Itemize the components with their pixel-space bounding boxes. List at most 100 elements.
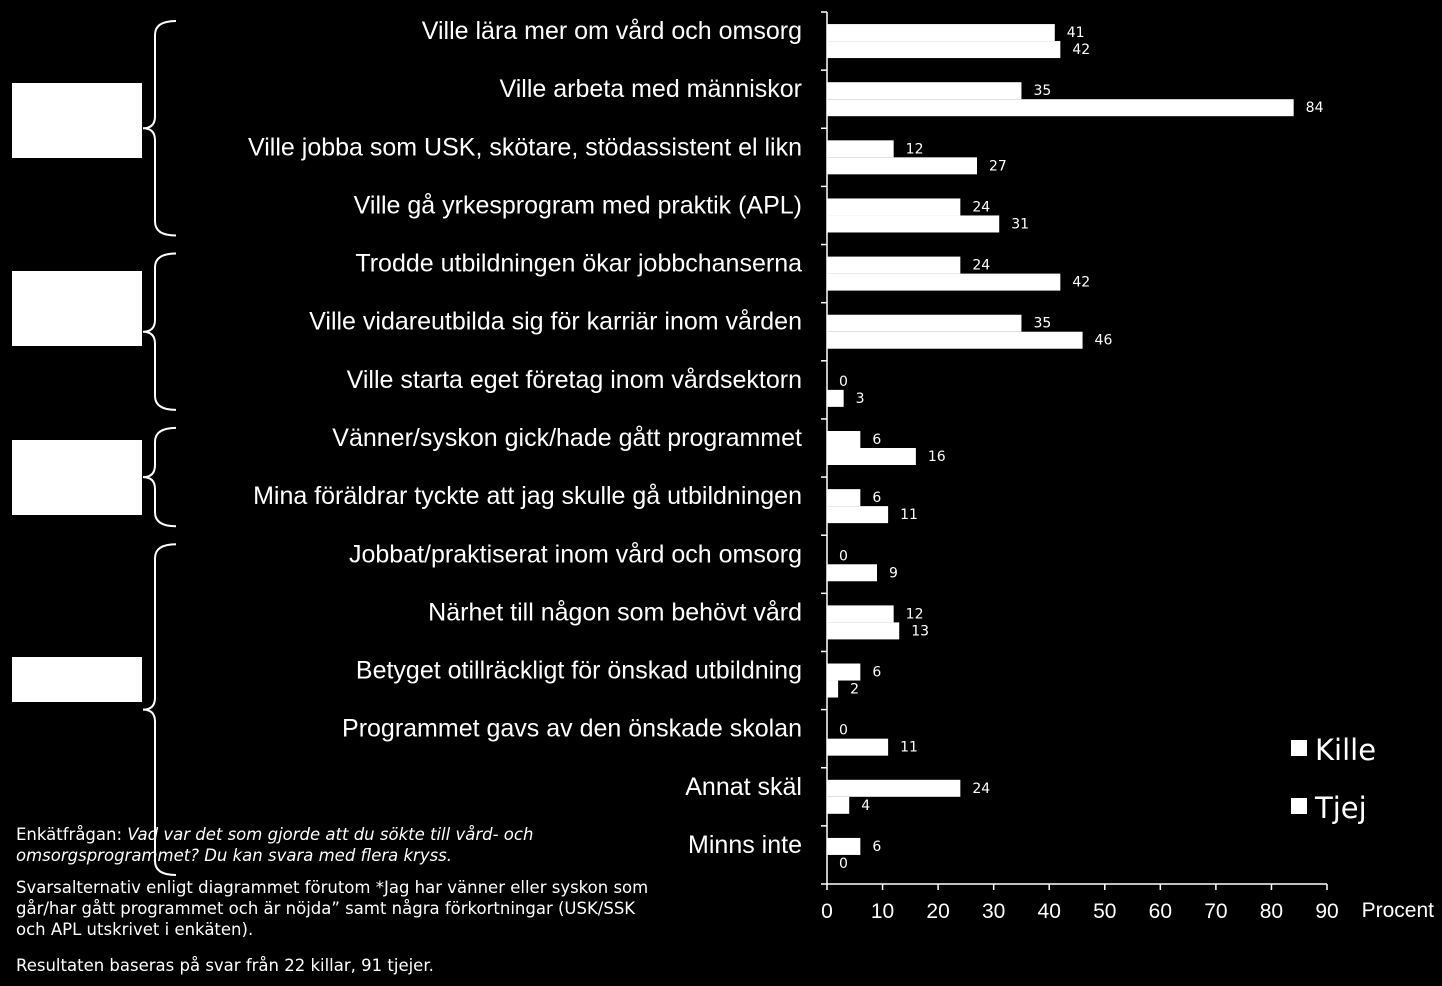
- bar-kille: [827, 82, 1022, 100]
- category-label: Mina föräldrar tyckte att jag skulle gå …: [253, 482, 802, 510]
- x-tick-label: 60: [1149, 900, 1172, 923]
- bar-kille: [827, 256, 961, 274]
- data-label-tjej: 46: [1095, 333, 1113, 349]
- category-label: Annat skäl: [685, 773, 802, 801]
- x-axis-title: Procent: [1362, 899, 1435, 922]
- category-label: Ville jobba som USK, skötare, stödassist…: [248, 133, 802, 161]
- bar-tjej: [827, 738, 889, 756]
- data-label-tjej: 27: [989, 158, 1007, 174]
- bar-kille: [827, 837, 861, 855]
- basis-note: Resultaten baseras på svar från 22 killa…: [16, 956, 434, 975]
- data-label-tjej: 4: [861, 798, 870, 814]
- data-label-tjej: 11: [900, 740, 918, 756]
- category-label: Vänner/syskon gick/hade gått programmet: [332, 424, 802, 452]
- bar-kille: [827, 663, 861, 681]
- data-label-kille: 6: [872, 839, 881, 855]
- data-label-tjej: 16: [928, 449, 946, 465]
- bar-tjej: [827, 157, 977, 175]
- data-label-kille: 24: [972, 258, 990, 274]
- bar-tjej: [827, 622, 900, 640]
- legend-label-tjej: Tjej: [1314, 791, 1367, 825]
- category-label: Trodde utbildningen ökar jobbchanserna: [355, 250, 802, 278]
- data-label-kille: 0: [839, 548, 848, 564]
- data-label-kille: 0: [839, 374, 848, 390]
- data-label-tjej: 42: [1072, 275, 1090, 291]
- question-prefix: Enkätfrågan:: [16, 825, 128, 844]
- category-label: Ville vidareutbilda sig för karriär inom…: [309, 308, 802, 336]
- bar-kille: [827, 431, 861, 448]
- data-label-kille: 35: [1033, 316, 1051, 332]
- bar-tjej: [827, 506, 889, 524]
- bar-tjej: [827, 331, 1083, 349]
- data-label-kille: 12: [906, 606, 924, 622]
- data-label-tjej: 9: [889, 565, 898, 581]
- survey-question-note: Enkätfrågan: Vad var det som gjorde att …: [16, 824, 656, 866]
- bar-kille: [827, 605, 894, 623]
- bar-tjej: [827, 273, 1061, 291]
- legend-swatch-tjej: [1291, 798, 1307, 814]
- data-label-tjej: 31: [1011, 216, 1029, 232]
- bar-kille: [827, 314, 1022, 332]
- bar-tjej: [827, 41, 1061, 59]
- data-label-kille: 6: [872, 490, 881, 506]
- category-label: Jobbat/praktiserat inom vård och omsorg: [349, 540, 802, 568]
- category-label: Ville starta eget företag inom vårdsekto…: [347, 366, 802, 394]
- x-tick-label: 90: [1315, 900, 1338, 923]
- data-label-kille: 6: [872, 665, 881, 681]
- group-brackets: [142, 20, 177, 876]
- bar-tjej: [827, 389, 844, 407]
- category-label: Närhet till någon som behövt vård: [428, 598, 802, 626]
- alternatives-note: Svarsalternativ enligt diagrammet föruto…: [16, 878, 649, 939]
- bars: 4135122424350660126024642842731424631611…: [827, 24, 1324, 872]
- bar-tjej: [827, 796, 850, 814]
- x-tick-label: 30: [982, 900, 1005, 923]
- x-tick-label: 0: [821, 900, 833, 923]
- data-label-kille: 41: [1067, 25, 1085, 41]
- data-label-tjej: 0: [839, 856, 848, 872]
- group-brace-1: [142, 20, 177, 237]
- data-label-tjej: 3: [856, 391, 865, 407]
- bar-tjej: [827, 448, 916, 465]
- bar-kille: [827, 779, 961, 797]
- category-label: Ville lära mer om vård och omsorg: [422, 17, 802, 45]
- x-tick-label: 70: [1204, 900, 1227, 923]
- data-label-kille: 24: [972, 781, 990, 797]
- bar-kille: [827, 24, 1055, 42]
- x-tick-label: 20: [926, 900, 949, 923]
- legend-swatch-kille: [1291, 740, 1307, 756]
- category-label: Ville gå yrkesprogram med praktik (APL): [354, 191, 802, 219]
- group-brace-2: [142, 252, 177, 411]
- legend: Kille Tjej: [1291, 733, 1376, 825]
- data-label-kille: 24: [972, 199, 990, 215]
- category-label: Minns inte: [688, 831, 802, 859]
- question-text: Vad var det som gjorde att du sökte till…: [16, 825, 534, 865]
- group-box-2: [12, 271, 142, 346]
- data-label-kille: 35: [1033, 83, 1051, 99]
- category-label: Ville arbeta med människor: [500, 75, 802, 103]
- data-label-kille: 0: [839, 723, 848, 739]
- x-tick-labels: 0 10 20 30 40 50 60 70 80 90 Procent: [821, 899, 1434, 923]
- data-label-kille: 6: [872, 432, 881, 448]
- bar-tjej: [827, 564, 877, 582]
- bar-tjej: [827, 99, 1294, 117]
- data-label-kille: 12: [906, 141, 924, 157]
- category-label: Programmet gavs av den önskade skolan: [342, 715, 802, 743]
- bar-kille: [827, 489, 861, 507]
- x-tick-label: 50: [1093, 900, 1116, 923]
- group-brace-3: [142, 426, 177, 528]
- data-label-tjej: 11: [900, 507, 918, 523]
- x-tick-label: 80: [1260, 900, 1283, 923]
- data-label-tjej: 13: [911, 623, 929, 639]
- group-box-3: [12, 440, 142, 515]
- bar-tjej: [827, 215, 1000, 233]
- bar-tjej: [827, 680, 839, 698]
- bar-kille: [827, 140, 894, 158]
- bar-kille: [827, 198, 961, 216]
- x-tick-label: 40: [1038, 900, 1061, 923]
- data-label-tjej: 42: [1072, 42, 1090, 58]
- group-box-1: [12, 83, 142, 158]
- legend-label-kille: Kille: [1315, 733, 1376, 767]
- data-label-tjej: 2: [850, 682, 859, 698]
- group-brace-4: [142, 543, 177, 876]
